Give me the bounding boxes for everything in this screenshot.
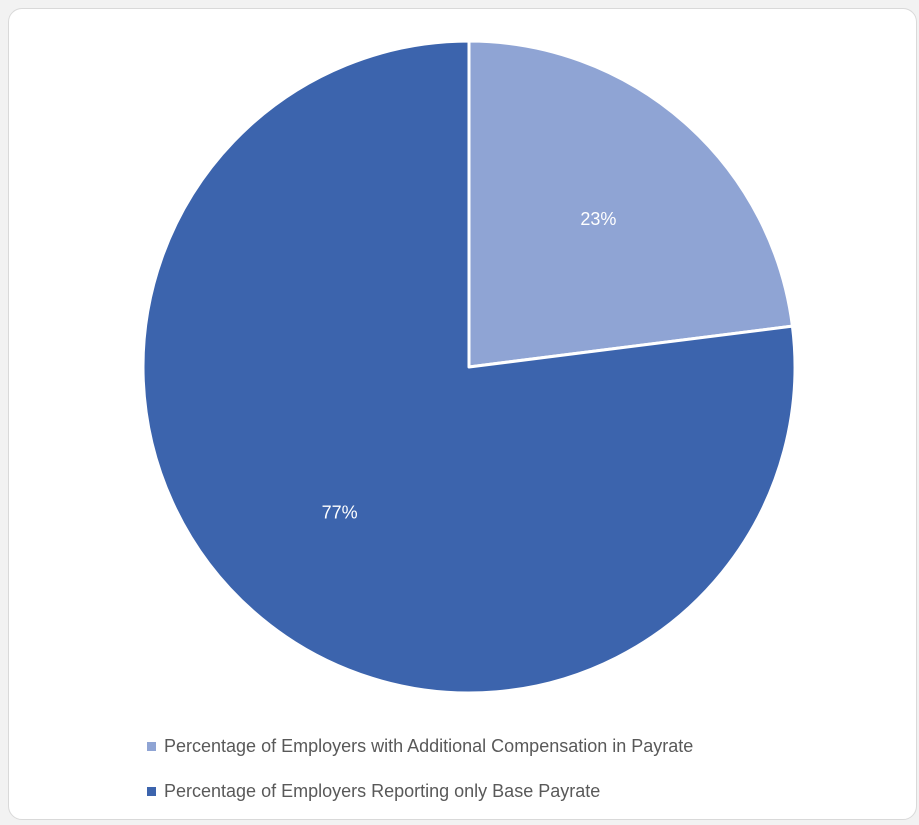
legend-label-additional-compensation: Percentage of Employers with Additional … (164, 736, 693, 757)
legend-item-base-payrate: Percentage of Employers Reporting only B… (147, 780, 693, 802)
data-label-additional-compensation: 23% (580, 209, 616, 229)
pie-chart: 23% 77% (9, 9, 918, 821)
legend-label-base-payrate: Percentage of Employers Reporting only B… (164, 781, 600, 802)
pie-slices (143, 41, 795, 693)
data-label-base-payrate: 77% (322, 502, 358, 522)
legend: Percentage of Employers with Additional … (147, 735, 693, 825)
pie-slice-additional-compensation (469, 41, 792, 367)
chart-card: 23% 77% Percentage of Employers with Addi… (8, 8, 917, 820)
legend-swatch-base-payrate (147, 787, 156, 796)
legend-item-additional-compensation: Percentage of Employers with Additional … (147, 735, 693, 757)
legend-swatch-additional-compensation (147, 742, 156, 751)
